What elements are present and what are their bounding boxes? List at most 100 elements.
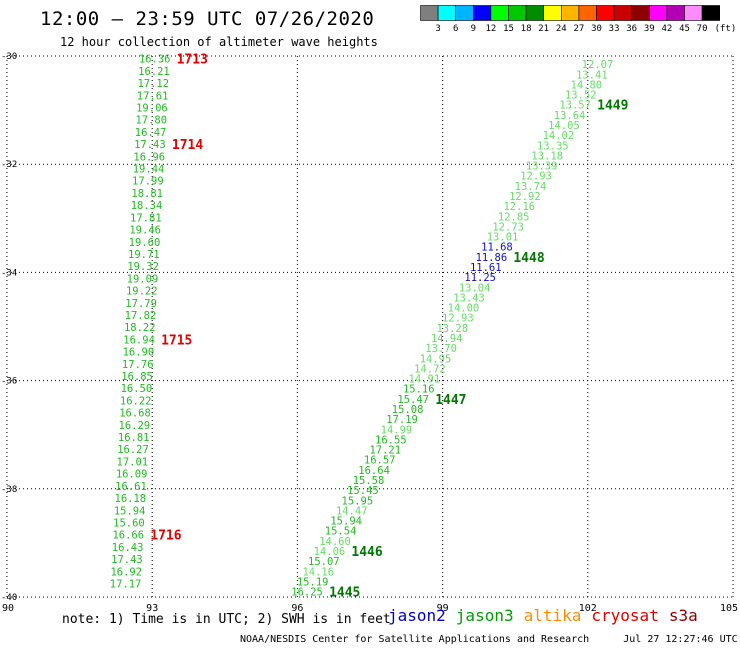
wave-height-label: 16.50 xyxy=(121,383,153,395)
wave-height-label: 17.99 xyxy=(132,176,164,188)
wave-height-label: 15.16 xyxy=(403,384,435,396)
scale-label: 21 xyxy=(538,24,549,34)
wave-height-label: 16.81 xyxy=(118,432,150,444)
wave-height-label: 11.61 xyxy=(470,262,502,274)
color-scale-bar xyxy=(420,5,721,21)
color-swatch xyxy=(701,5,721,21)
wave-height-label: 12.85 xyxy=(498,211,530,223)
time-label: 1447 xyxy=(435,393,466,408)
wave-height-label: 19.44 xyxy=(133,164,165,176)
wave-height-label: 16.27 xyxy=(117,444,149,456)
wave-height-label: 14.02 xyxy=(543,130,575,142)
wave-height-label: 16.47 xyxy=(135,127,167,139)
wave-height-label: 14.05 xyxy=(548,120,580,132)
wave-height-label: 14.06 xyxy=(314,546,346,558)
wave-height-label: 15.07 xyxy=(308,556,340,568)
wave-height-label: 16.18 xyxy=(115,493,147,505)
wave-height-label: 11.86 xyxy=(476,252,508,264)
wave-height-label: 14.94 xyxy=(431,333,463,345)
wave-height-label: 18.81 xyxy=(131,188,163,200)
wave-height-label: 13.01 xyxy=(487,232,519,244)
wave-height-label: 13.52 xyxy=(565,90,597,102)
wave-height-label: 13.28 xyxy=(436,323,468,335)
page-subtitle: 12 hour collection of altimeter wave hei… xyxy=(60,35,378,49)
wave-height-label: 19.46 xyxy=(129,225,161,237)
time-label: 1714 xyxy=(172,138,203,153)
wave-height-label: 13.04 xyxy=(459,282,491,294)
wave-height-label: 16.66 xyxy=(112,530,144,542)
wave-height-label: 15.54 xyxy=(325,526,357,538)
wave-height-label: 14.99 xyxy=(381,424,413,436)
wave-height-label: 16.55 xyxy=(375,434,407,446)
scale-label: 12 xyxy=(485,24,496,34)
wave-height-label: 15.45 xyxy=(347,485,379,497)
wave-height-label: 17.21 xyxy=(369,445,401,457)
wave-height-label: 17.17 xyxy=(110,578,142,590)
wave-height-label: 13.39 xyxy=(526,161,558,173)
wave-height-label: 16.94 xyxy=(123,334,155,346)
wave-height-label: 16.43 xyxy=(112,542,144,554)
wave-height-label: 12.16 xyxy=(503,201,535,213)
wave-height-label: 16.09 xyxy=(116,469,148,481)
scale-label: 27 xyxy=(573,24,584,34)
wave-height-label: 11.25 xyxy=(464,272,496,284)
wave-height-label: 14.72 xyxy=(414,363,446,375)
wave-height-label: 17.81 xyxy=(130,212,162,224)
wave-height-label: 12.93 xyxy=(442,313,474,325)
wave-height-label: 15.95 xyxy=(342,495,374,507)
wave-height-label: 16.25 xyxy=(291,587,323,599)
y-tick-label: -36 xyxy=(1,377,17,387)
wave-height-label: 16.61 xyxy=(115,481,147,493)
wave-height-label: 13.57 xyxy=(559,100,591,112)
wave-height-label: 19.60 xyxy=(129,237,161,249)
wave-height-label: 13.35 xyxy=(537,140,569,152)
wave-height-label: 16.96 xyxy=(133,151,165,163)
wave-height-label: 13.41 xyxy=(576,69,608,81)
wave-height-label: 19.09 xyxy=(127,273,159,285)
wave-height-label: 16.64 xyxy=(358,465,390,477)
scale-unit: (ft) xyxy=(715,24,737,34)
footnote: note: 1) Time is in UTC; 2) SWH is in fe… xyxy=(62,612,391,627)
footer: NOAA/NESDIS Center for Satellite Applica… xyxy=(240,634,740,645)
legend-s3a: s3a xyxy=(668,606,698,625)
wave-height-label: 16.68 xyxy=(119,408,151,420)
wave-height-label: 17.61 xyxy=(137,90,169,102)
wave-height-label: 17.82 xyxy=(125,310,157,322)
y-tick-label: -38 xyxy=(1,485,17,495)
wave-height-label: 15.08 xyxy=(392,404,424,416)
wave-height-label: 14.00 xyxy=(448,303,480,315)
wave-height-label: 16.22 xyxy=(120,395,152,407)
scale-label: 24 xyxy=(556,24,567,34)
wave-height-label: 15.47 xyxy=(397,394,429,406)
scale-label: 42 xyxy=(661,24,672,34)
wave-height-label: 17.43 xyxy=(134,139,166,151)
y-tick-label: -34 xyxy=(1,268,17,278)
wave-height-label: 13.70 xyxy=(425,343,457,355)
wave-height-label: 12.73 xyxy=(492,221,524,233)
wave-height-label: 13.18 xyxy=(531,150,563,162)
wave-height-label: 17.19 xyxy=(386,414,418,426)
wave-height-label: 12.07 xyxy=(582,59,614,71)
y-tick-label: -30 xyxy=(1,52,17,62)
wave-height-label: 14.95 xyxy=(420,353,452,365)
time-label: 1716 xyxy=(150,529,181,544)
wave-height-label: 17.76 xyxy=(122,359,154,371)
wave-height-label: 19.06 xyxy=(136,103,168,115)
y-tick-label: -40 xyxy=(1,593,17,603)
scale-label: 39 xyxy=(644,24,655,34)
wave-height-label: 19.71 xyxy=(128,249,160,261)
wave-height-label: 15.60 xyxy=(113,517,145,529)
wave-height-label: 16.57 xyxy=(364,455,396,467)
wave-height-label: 13.43 xyxy=(453,292,485,304)
wave-height-label: 12.93 xyxy=(520,171,552,183)
page-title: 12:00 – 23:59 UTC 07/26/2020 xyxy=(40,8,375,30)
wave-height-label: 15.94 xyxy=(114,505,146,517)
legend-altika: altika xyxy=(523,606,582,625)
wave-height-label: 16.36 xyxy=(139,54,171,66)
y-tick-label: -32 xyxy=(1,160,17,170)
wave-height-label: 17.79 xyxy=(125,298,157,310)
legend-jason2: jason2 xyxy=(388,606,446,625)
wave-height-label: 14.16 xyxy=(302,566,334,578)
wave-height-label: 16.85 xyxy=(121,371,153,383)
time-label: 1446 xyxy=(351,545,382,560)
